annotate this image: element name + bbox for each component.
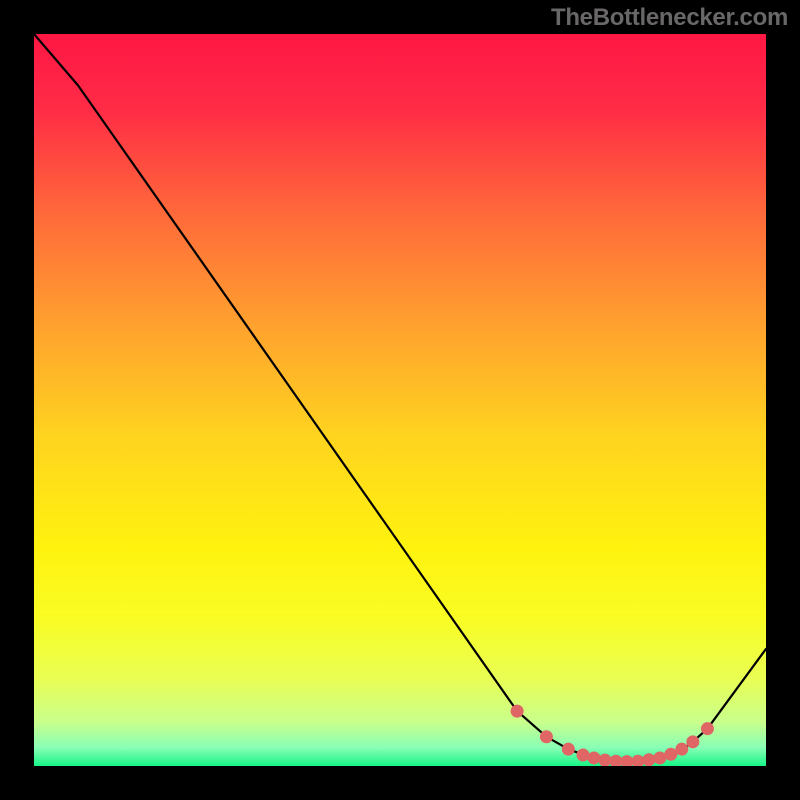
scatter-point bbox=[642, 753, 655, 766]
scatter-point bbox=[562, 743, 575, 756]
scatter-point bbox=[577, 749, 590, 762]
scatter-point bbox=[587, 751, 600, 764]
scatter-point bbox=[631, 755, 644, 768]
chart-frame: TheBottlenecker.com bbox=[0, 0, 800, 800]
chart-svg bbox=[0, 0, 800, 800]
scatter-point bbox=[511, 705, 524, 718]
scatter-point bbox=[540, 730, 553, 743]
scatter-point bbox=[598, 754, 611, 767]
scatter-point bbox=[686, 735, 699, 748]
plot-area bbox=[34, 34, 766, 766]
attribution-label: TheBottlenecker.com bbox=[551, 4, 788, 32]
scatter-point bbox=[701, 722, 714, 735]
scatter-point bbox=[675, 743, 688, 756]
